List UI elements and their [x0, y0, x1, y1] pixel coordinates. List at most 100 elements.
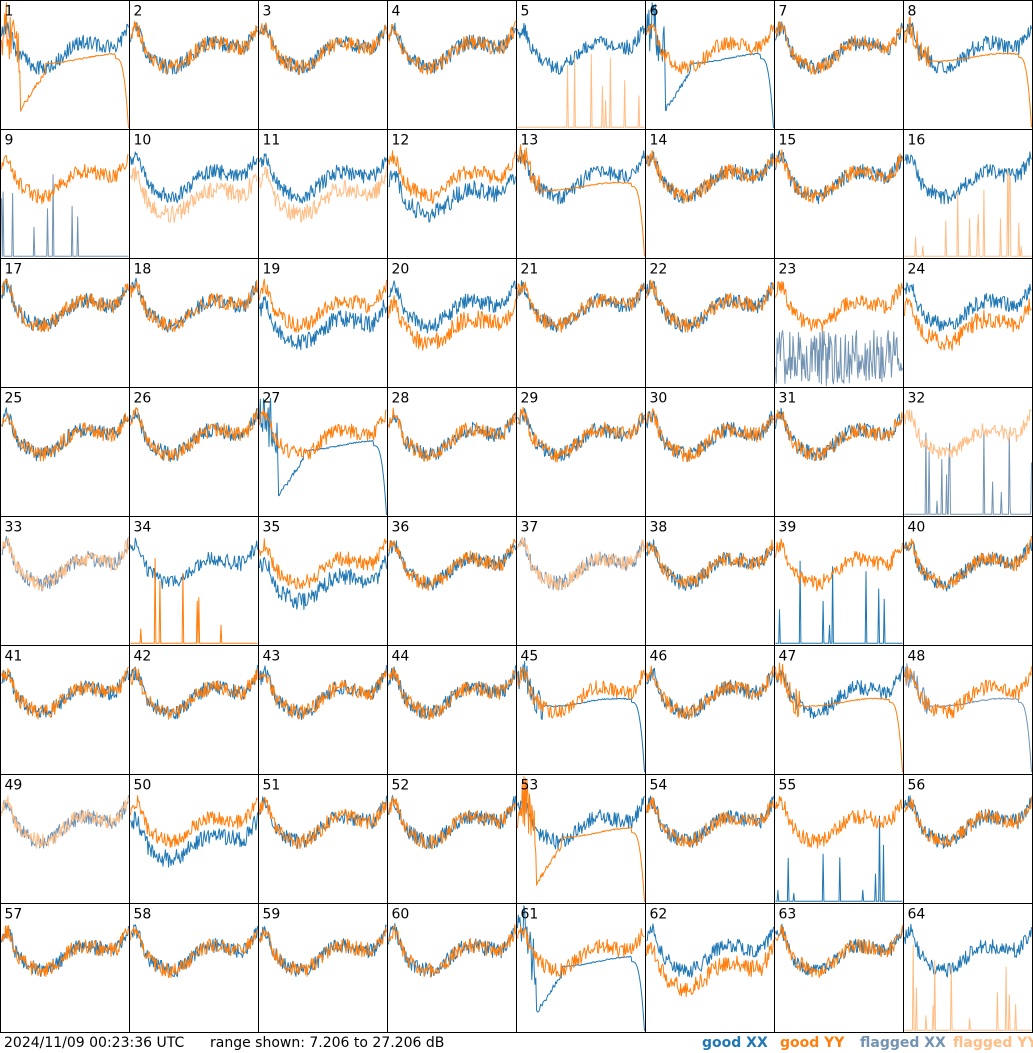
series-xx-good [259, 397, 387, 515]
panel-32: 32 [903, 387, 1033, 517]
series-yy-good [775, 21, 903, 75]
series-yy-good [646, 279, 774, 333]
panel-frame [516, 0, 646, 130]
panel-label: 30 [650, 391, 668, 407]
panel-label: 62 [650, 907, 668, 923]
panel-label: 64 [908, 907, 926, 923]
panel-label: 18 [134, 262, 152, 278]
series-yy-good [775, 149, 903, 204]
panel-frame [258, 903, 388, 1033]
panel-19: 19 [258, 258, 388, 388]
series-yy-good [259, 278, 387, 333]
series-yy-good [259, 22, 387, 76]
series-yy-good [388, 924, 516, 978]
series-xx-good [130, 924, 258, 978]
panel-frame [516, 903, 646, 1033]
panel-label: 2 [134, 4, 143, 20]
panel-frame [387, 387, 517, 517]
series-yy-good [646, 665, 774, 720]
panel-frame [903, 774, 1033, 904]
series-xx-good [517, 22, 645, 75]
series-yy-flagged [904, 944, 1032, 1031]
series-yy-good [775, 538, 903, 592]
panel-frame [258, 0, 388, 130]
panel-7: 7 [774, 0, 904, 130]
series-yy-good [517, 667, 645, 719]
panel-label: 10 [134, 133, 152, 149]
panel-frame [903, 903, 1033, 1033]
series-yy-good [646, 408, 774, 463]
panel-60: 60 [387, 903, 517, 1033]
series-yy-good [904, 796, 1032, 847]
series-yy-good [388, 295, 516, 351]
panel-49: 49 [0, 774, 130, 904]
panel-label: 43 [263, 649, 281, 665]
panel-28: 28 [387, 387, 517, 517]
series-yy-good [1, 154, 129, 205]
panel-frame [645, 645, 775, 775]
panel-63: 63 [774, 903, 904, 1033]
panel-20: 20 [387, 258, 517, 388]
panel-label: 41 [5, 649, 23, 665]
series-yy-flagged [130, 166, 258, 224]
series-yy-good [517, 281, 645, 333]
panel-label: 35 [263, 520, 281, 536]
panel-label: 57 [5, 907, 23, 923]
panel-label: 51 [263, 778, 281, 794]
series-yy-good [388, 538, 516, 591]
panel-frame [903, 387, 1033, 517]
series-yy-good [775, 662, 903, 773]
series-yy-good [259, 927, 387, 977]
panel-frame [645, 129, 775, 259]
panel-frame [129, 258, 259, 388]
series-yy-flagged [1, 536, 129, 591]
series-yy-good [517, 144, 645, 257]
series-xx-good [904, 923, 1032, 978]
panel-frame [387, 774, 517, 904]
panel-frame [645, 258, 775, 388]
panel-frame [516, 258, 646, 388]
series-yy-good [130, 795, 258, 848]
series-xx-flagged [904, 430, 1032, 515]
panel-label: 37 [521, 520, 539, 536]
panel-44: 44 [387, 645, 517, 775]
panel-frame [0, 516, 130, 646]
panel-label: 16 [908, 133, 926, 149]
panel-label: 63 [779, 907, 797, 923]
panel-45: 45 [516, 645, 646, 775]
legend-flagged-xx: flagged XX [860, 1035, 946, 1051]
panel-frame [645, 774, 775, 904]
panel-frame [129, 129, 259, 259]
panel-39: 39 [774, 516, 904, 646]
panel-label: 40 [908, 520, 926, 536]
panel-frame [258, 774, 388, 904]
panel-frame [0, 129, 130, 259]
panel-43: 43 [258, 645, 388, 775]
series-xx-flagged [1, 795, 129, 849]
series-yy-good [775, 280, 903, 332]
panel-label: 39 [779, 520, 797, 536]
series-yy-good [517, 776, 645, 902]
series-xx-good [1, 20, 129, 75]
panel-label: 26 [134, 391, 152, 407]
series-yy-good [259, 797, 387, 850]
panel-frame [129, 0, 259, 130]
series-yy-good [130, 279, 258, 333]
panel-frame [0, 645, 130, 775]
series-yy-good [904, 535, 1032, 591]
panel-label: 9 [5, 133, 14, 149]
panel-14: 14 [645, 129, 775, 259]
series-yy-good [646, 23, 774, 75]
series-yy-flagged [904, 409, 1032, 459]
panel-15: 15 [774, 129, 904, 259]
footer-bar: 2024/11/09 00:23:36 UTC range shown: 7.2… [0, 1033, 1033, 1053]
panel-27: 27 [258, 387, 388, 517]
series-yy-good [775, 409, 903, 462]
panel-frame [129, 774, 259, 904]
series-yy-good [259, 408, 387, 460]
panel-frame [516, 516, 646, 646]
panel-label: 52 [392, 778, 410, 794]
series-yy-good [1, 412, 129, 462]
panel-frame [129, 387, 259, 517]
series-xx-good [388, 170, 516, 223]
